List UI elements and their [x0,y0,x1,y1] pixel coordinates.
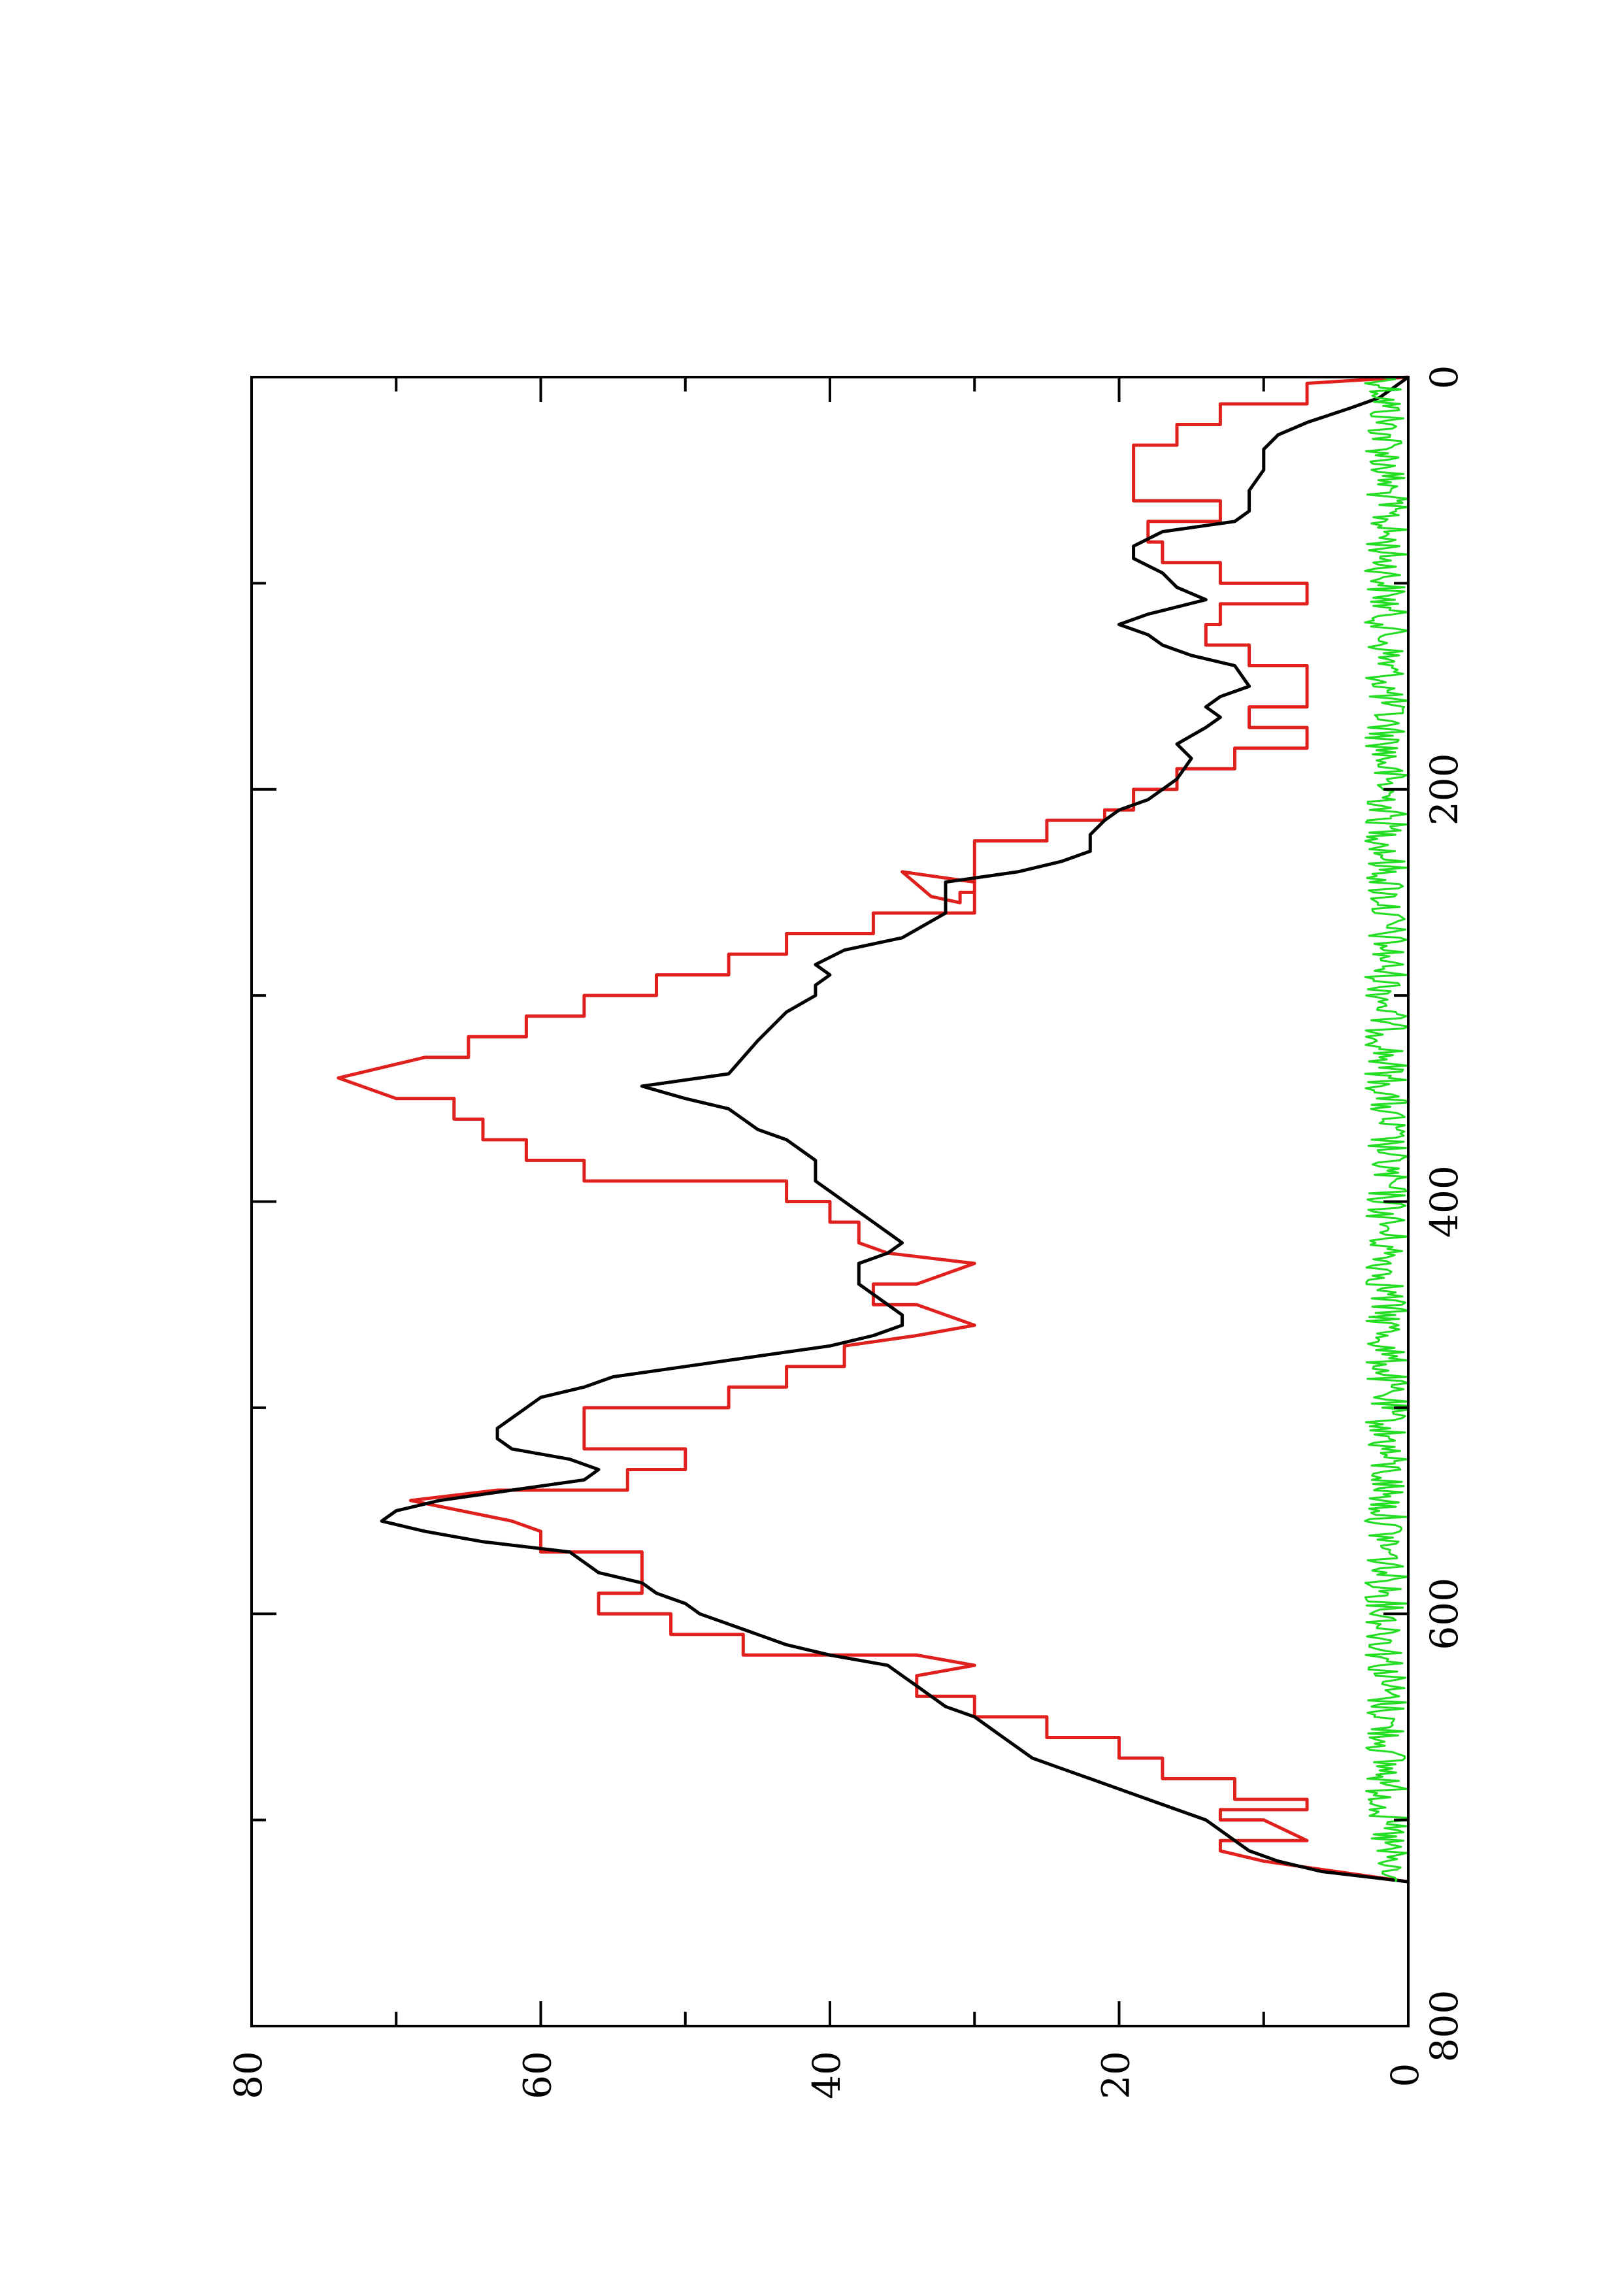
series-line-1 [337,375,1409,1884]
x-tick-label: 200 [1422,753,1466,825]
series-line-2 [380,375,1410,1884]
x-tick-label: 600 [1422,1578,1466,1650]
x-tick-label: 800 [1422,1990,1466,2063]
y-tick-label: 60 [516,2051,560,2099]
y-tick-label: 40 [804,2051,849,2099]
series-line-3 [1364,376,1410,1882]
y-tick-label: 20 [1094,2051,1138,2099]
plot-layer [337,375,1410,1884]
x-tick-label: 0 [1422,365,1466,390]
y-tick-label: 0 [1383,2063,1427,2088]
y-tick-label: 80 [226,2051,271,2099]
x-tick-label: 400 [1422,1165,1466,1238]
